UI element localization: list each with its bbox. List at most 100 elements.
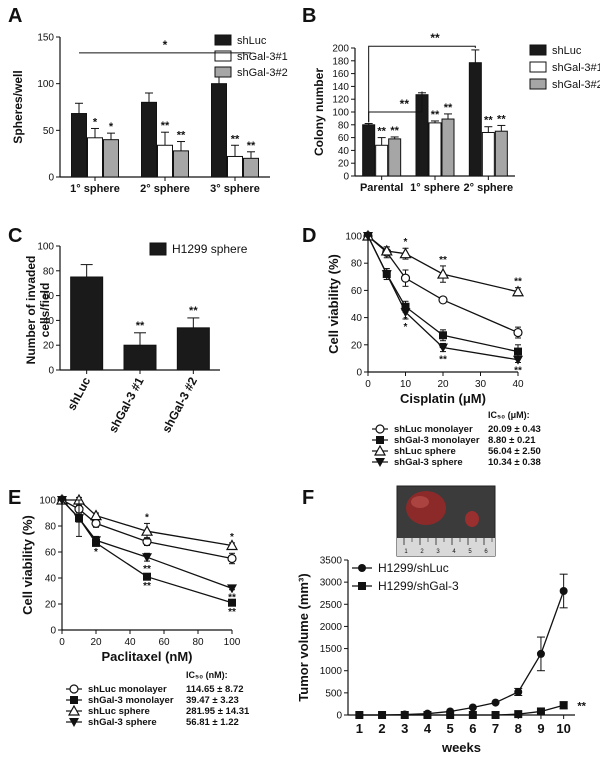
chart-E-xlabel: Paclitaxel (nM) [101, 649, 192, 664]
ruler-label: 2 [420, 549, 424, 555]
marker-triangle-down [375, 458, 385, 467]
marker-square [143, 572, 151, 581]
chart-D-ytick-label: 80 [351, 259, 363, 270]
chart-E-xtick-label: 40 [124, 637, 136, 648]
ruler-label: 1 [404, 549, 408, 555]
marker-circle [375, 424, 385, 434]
bar-2 [176, 327, 210, 371]
series-line-H1299/shLuc [359, 590, 565, 716]
marker-square [228, 598, 236, 607]
marker-square [514, 710, 523, 719]
chart-C-ytick-label: 60 [43, 291, 55, 302]
marker-square [446, 711, 455, 719]
chart-F-xtick-label: 5 [447, 721, 454, 736]
chart-F-ytick-label: 1500 [320, 644, 343, 655]
chart-F-xtick-label: 4 [424, 721, 432, 736]
chart-B-ytick-label: 40 [338, 146, 350, 157]
legend-label: shGal-3 sphere [394, 457, 463, 468]
legend-label: shGal-3#2 [237, 67, 288, 79]
ic50-value: 8.80 ± 0.21 [488, 435, 536, 446]
panel-label-B: B [302, 5, 316, 27]
chart-E-xtick-label: 0 [59, 637, 65, 648]
chart-B-ylabel: Colony number [312, 68, 326, 156]
significance-mark: * [230, 532, 234, 543]
bar-shGal-3#2-1 [173, 150, 189, 178]
chart-F-ytick-label: 2000 [320, 622, 343, 633]
small-tumor [465, 511, 479, 527]
marker-square [358, 582, 366, 590]
chart-B-ytick-label: 160 [332, 69, 349, 80]
chart-C-ytick-label: 20 [43, 341, 55, 352]
chart-D: 0 20 40 60 80 100 0 10 20 30 40 Cisplatin (μM) Cell … [326, 229, 541, 468]
marker-triangle-down [438, 343, 448, 353]
bar-shLuc-0 [71, 113, 87, 178]
chart-C-ytick-label: 80 [43, 266, 55, 277]
significance-mark: ** [439, 255, 447, 266]
legend-label: shLuc [237, 35, 267, 47]
marker-square [400, 711, 409, 719]
chart-A-ytick-label: 150 [37, 33, 54, 44]
ic50-value: 56.81 ± 1.22 [186, 717, 239, 728]
chart-C: 0 20 40 60 80 100 Number of invaded cells/field… [24, 242, 248, 436]
legend-label: H1299/shGal-3 [378, 579, 459, 593]
marker-triangle-down [363, 232, 373, 241]
significance-bracket [368, 91, 423, 123]
chart-D-ytick-label: 60 [351, 286, 363, 297]
bar-shGal-3#2-2 [243, 157, 259, 178]
marker-triangle [67, 704, 81, 716]
significance-mark: ** [228, 593, 236, 604]
chart-A-ytick-label: 50 [43, 126, 55, 137]
legend-label: shLuc sphere [88, 706, 150, 717]
chart-A-ytick-label: 100 [37, 79, 54, 90]
significance-mark: * [404, 322, 408, 333]
bar-shGal-3#1-0 [375, 144, 389, 177]
bar-shGal-3#1-1 [428, 122, 442, 177]
significance-mark: ** [143, 564, 151, 575]
chart-D-ytick-label: 0 [356, 368, 362, 379]
chart-D-ylabel: Cell viability (%) [326, 254, 341, 354]
marker-square [423, 711, 432, 719]
chart-E-ytick-label: 60 [45, 548, 57, 559]
chart-C-xtick-label: shGal-3 #1 [106, 375, 147, 435]
chart-B-ytick-label: 200 [332, 44, 349, 55]
ruler [397, 538, 495, 556]
legend-label: shLuc monolayer [88, 684, 167, 695]
chart-A-ylabel: Spheres/well [11, 70, 25, 143]
chart-F-xlabel: weeks [441, 740, 481, 755]
significance-mark: ** [439, 355, 447, 366]
marker-triangle [89, 509, 103, 521]
bar-shGal-3#2-2 [494, 130, 508, 177]
chart-A-ytick-label: 0 [48, 173, 54, 184]
chart-B-ytick-label: 140 [332, 82, 349, 93]
marker-triangle [399, 247, 412, 259]
marker-circle [514, 687, 523, 696]
panel-label-A: A [8, 5, 22, 27]
significance-mark: ** [143, 581, 151, 592]
chart-E-ytick-label: 80 [45, 522, 57, 533]
legend-label: shLuc monolayer [394, 424, 473, 435]
marker-circle [91, 518, 101, 529]
bar-0 [70, 276, 104, 371]
chart-F-ytick-label: 0 [336, 711, 342, 722]
chart-E-xtick-label: 20 [90, 637, 102, 648]
significance-mark: ** [161, 120, 170, 132]
chart-F-ytick-label: 3500 [320, 556, 343, 567]
chart-F-xtick-label: 9 [537, 721, 544, 736]
marker-circle [69, 684, 79, 694]
marker-circle [559, 587, 568, 595]
marker-triangle-down [400, 308, 411, 318]
chart-E-xtick-label: 60 [158, 637, 170, 648]
bar-shGal-3#1-2 [481, 131, 495, 177]
significance-mark: ** [431, 109, 440, 121]
bar-shGal-3#1-2 [227, 155, 243, 178]
bracket-label: ** [400, 97, 410, 111]
chart-F-xtick-label: 8 [515, 721, 522, 736]
chart-D-xtick-label: 0 [365, 379, 371, 390]
chart-F-ytick-label: 2500 [320, 600, 343, 611]
marker-triangle [225, 539, 239, 551]
ruler-label: 3 [436, 549, 440, 555]
chart-B-ytick-label: 20 [338, 159, 350, 170]
marker-circle [536, 649, 545, 658]
bar-shGal-3#1-0 [87, 137, 103, 178]
